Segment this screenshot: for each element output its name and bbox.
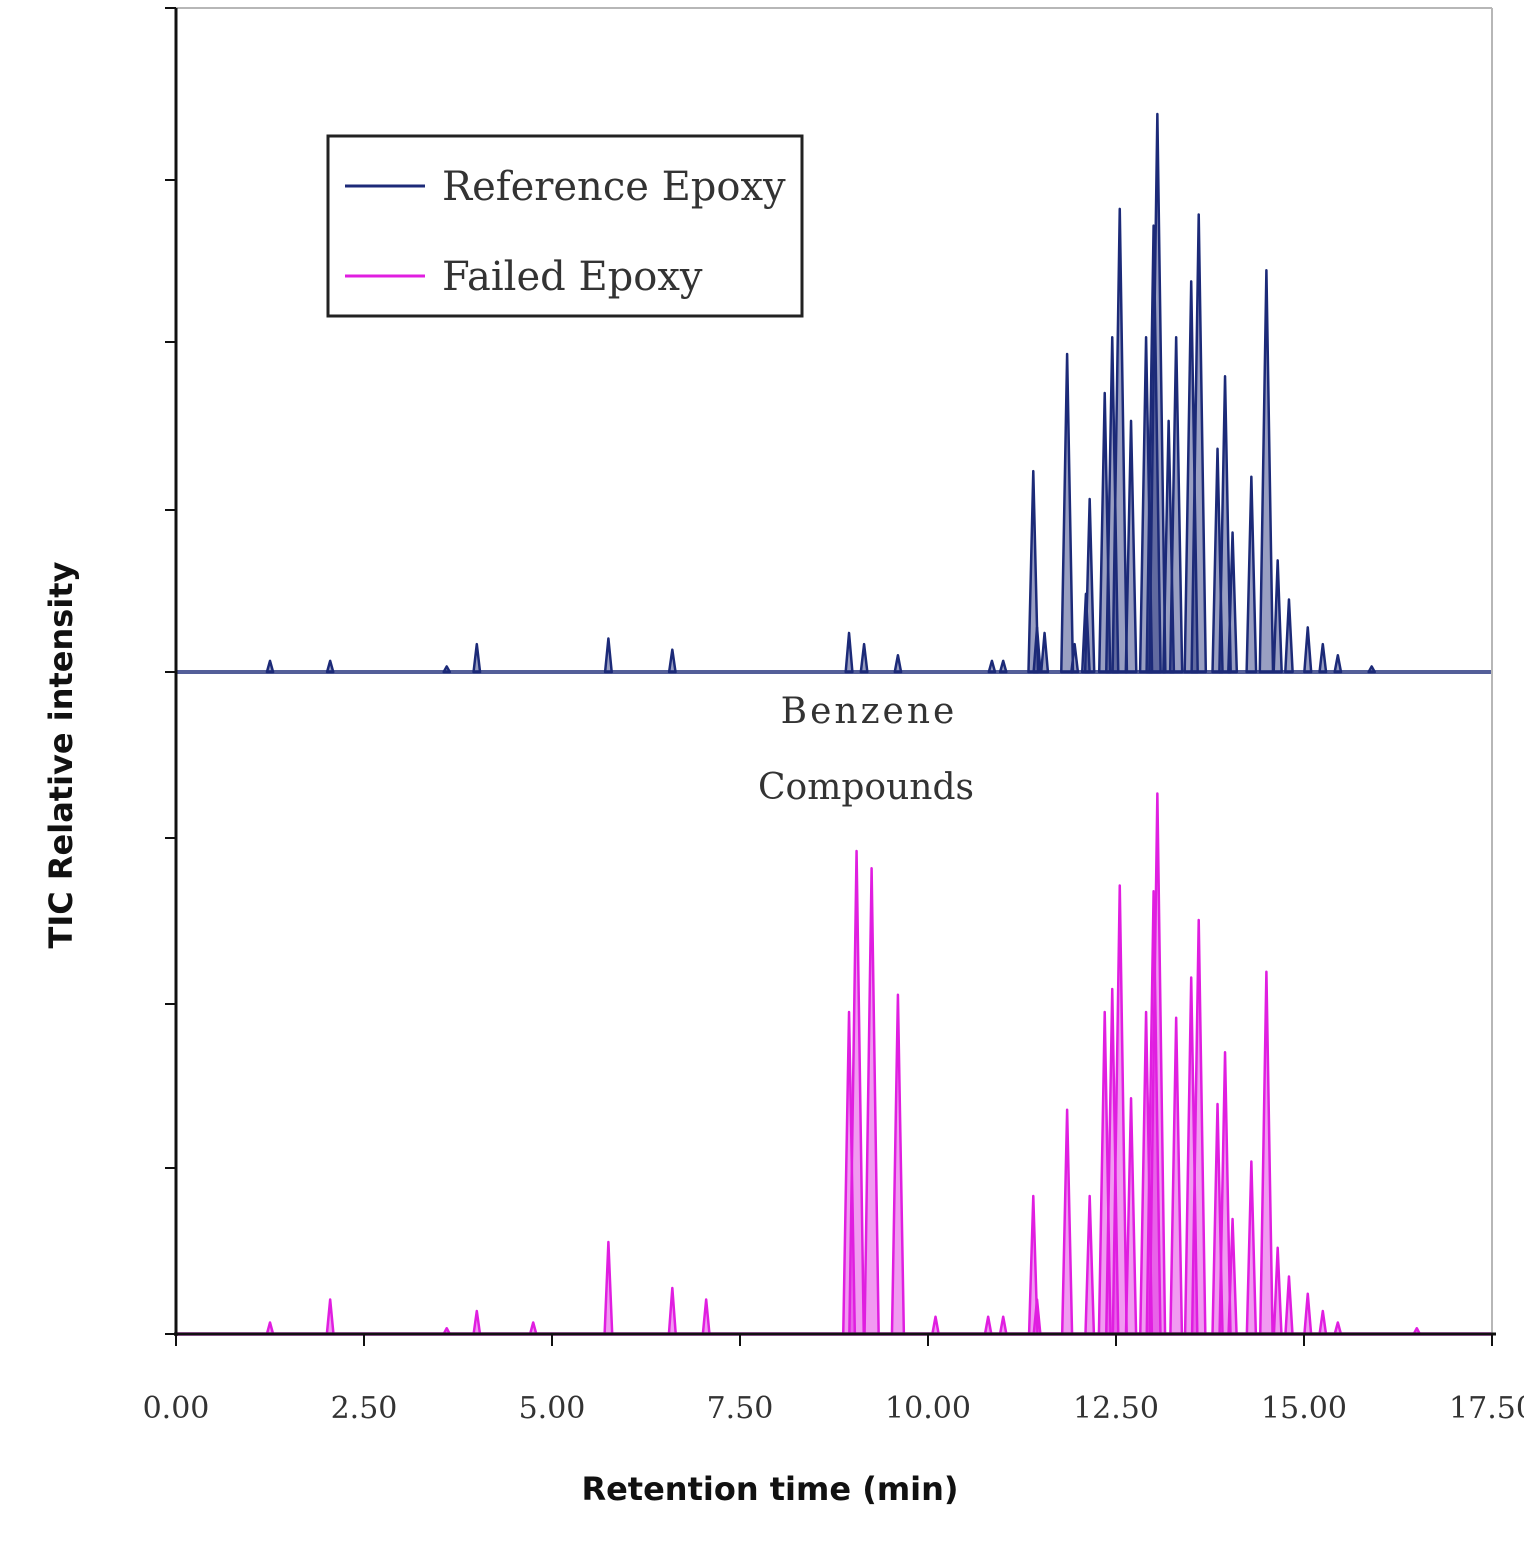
peak-0-20 [1111, 207, 1129, 674]
x-tick-label-7: 17.50 [1449, 1391, 1524, 1426]
legend-label-reference: Reference Epoxy [442, 164, 786, 210]
x-tick-label-3: 7.50 [707, 1391, 774, 1426]
peak-0-5 [667, 648, 677, 674]
annotation-line-2: Compounds [758, 767, 974, 808]
peak-0-38 [1333, 654, 1343, 674]
peak-0-15 [1070, 642, 1080, 674]
y-ticks [165, 7, 176, 1335]
peak-0-32 [1245, 475, 1258, 674]
annotation-line-1: Benzene [781, 691, 958, 732]
x-tick-label-5: 12.50 [1073, 1391, 1159, 1426]
peak-1-10 [863, 867, 880, 1336]
peak-1-26 [1169, 1016, 1184, 1336]
x-tick-label-0: 0.00 [143, 1391, 210, 1426]
peak-0-8 [893, 654, 903, 674]
peak-1-14 [998, 1315, 1008, 1336]
peak-0-35 [1284, 598, 1294, 674]
peak-1-5 [603, 1240, 614, 1336]
peak-1-12 [931, 1315, 940, 1336]
peak-1-11 [890, 993, 906, 1336]
peak-1-36 [1303, 1292, 1313, 1336]
peak-0-17 [1083, 497, 1096, 674]
series-failed-epoxy [176, 792, 1492, 1336]
x-tick-label-4: 10.00 [885, 1391, 971, 1426]
x-axis-title: Retention time (min) [581, 1470, 958, 1508]
y-axis-title: TIC Relative intensity [42, 561, 80, 948]
peak-1-35 [1284, 1275, 1294, 1336]
peak-0-10 [998, 659, 1008, 674]
peak-0-12 [1032, 626, 1042, 674]
x-tick-label-6: 15.00 [1261, 1391, 1347, 1426]
peak-1-1 [325, 1298, 335, 1336]
peak-1-37 [1318, 1309, 1328, 1336]
legend-label-failed: Failed Epoxy [442, 254, 703, 300]
x-tick-label-1: 2.50 [331, 1391, 398, 1426]
peak-0-33 [1258, 268, 1275, 674]
peak-1-0 [265, 1321, 275, 1336]
peak-0-7 [859, 642, 869, 674]
series-reference-epoxy [176, 112, 1492, 674]
peak-1-6 [667, 1286, 677, 1336]
peak-1-18 [1084, 1194, 1096, 1336]
peak-0-0 [265, 659, 275, 674]
peak-1-34 [1272, 1246, 1283, 1336]
legend: Reference Epoxy Failed Epoxy [326, 134, 804, 318]
peak-1-13 [983, 1315, 993, 1336]
peak-0-26 [1168, 335, 1184, 674]
peak-0-13 [1039, 631, 1050, 674]
peak-1-38 [1333, 1321, 1343, 1336]
peak-0-1 [325, 659, 335, 674]
peak-0-37 [1318, 642, 1328, 674]
peak-0-39 [1367, 665, 1376, 674]
peak-0-4 [603, 637, 613, 674]
peak-0-6 [844, 631, 854, 674]
peak-1-33 [1259, 970, 1274, 1336]
peak-0-28 [1190, 213, 1208, 674]
peak-0-2 [442, 665, 452, 674]
peak-1-17 [1060, 1108, 1074, 1336]
peak-0-36 [1303, 626, 1313, 674]
x-tick-label-2: 5.00 [519, 1391, 586, 1426]
peak-1-4 [528, 1321, 538, 1336]
peak-0-14 [1060, 352, 1075, 674]
peak-0-31 [1227, 531, 1239, 674]
peak-0-24 [1148, 112, 1167, 674]
peak-1-22 [1124, 1097, 1138, 1336]
peak-0-9 [987, 659, 997, 674]
peak-0-21 [1124, 419, 1138, 674]
peak-0-30 [1218, 375, 1232, 674]
peak-1-7 [701, 1298, 711, 1336]
peak-0-3 [472, 642, 482, 674]
peak-1-32 [1245, 1160, 1258, 1336]
peak-0-34 [1272, 559, 1283, 674]
legend-box [326, 134, 804, 318]
peak-1-3 [472, 1309, 482, 1336]
x-ticks: 0.00 2.50 5.00 7.50 10.00 12.50 15.00 17.50 [143, 1334, 1524, 1426]
